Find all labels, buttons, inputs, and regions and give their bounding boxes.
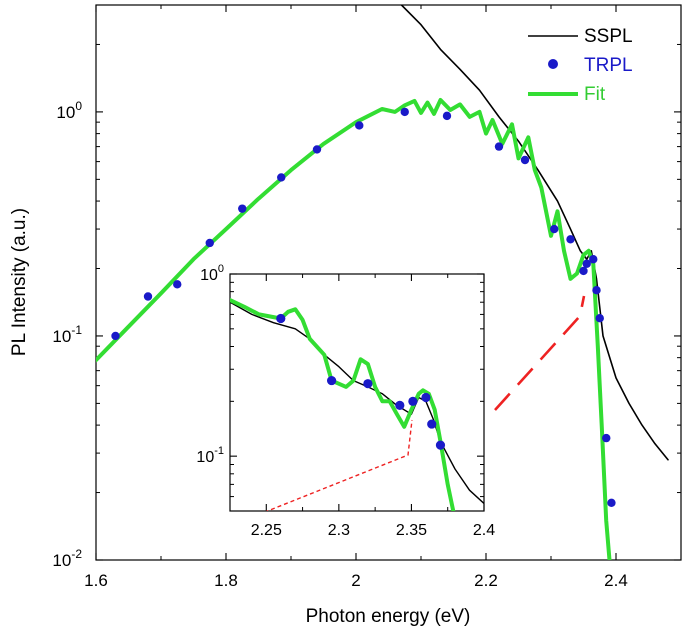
inset-guide-line <box>265 419 413 511</box>
main-trpl-point <box>111 331 120 341</box>
main-guide-line <box>494 295 586 411</box>
main-trpl-point <box>550 224 559 234</box>
inset-trpl-point <box>408 396 418 406</box>
inset-trpl-point <box>421 392 431 403</box>
main-trpl-point <box>582 259 591 268</box>
main-trpl-point <box>205 238 214 248</box>
x-axis-title: Photon energy (eV) <box>306 606 471 627</box>
main-trpl-point <box>355 121 364 130</box>
main-x-tick-label: 2 <box>351 571 360 590</box>
legend-trpl-label: TRPL <box>584 55 633 76</box>
main-trpl-point <box>312 145 322 154</box>
main-trpl-point <box>143 292 153 301</box>
legend: SSPL TRPL Fit <box>528 26 633 105</box>
main-trpl-point <box>607 498 616 508</box>
inset-x-tick-label: 2.3 <box>328 522 350 539</box>
inset-plot-frame <box>229 273 485 512</box>
inset-y-tick-label: 100 <box>200 263 224 284</box>
main-trpl-point <box>589 255 598 264</box>
inset-trpl-point <box>363 379 373 389</box>
main-trpl-point <box>442 111 452 121</box>
main-plot-frame <box>95 4 682 561</box>
main-trpl-point <box>238 204 247 213</box>
legend-fit-label: Fit <box>584 84 606 105</box>
inset-trpl-point <box>435 440 446 450</box>
main-y-tick-label: 10-1 <box>52 323 82 346</box>
legend-sspl-label: SSPL <box>584 26 633 47</box>
main-series <box>96 5 669 560</box>
main-trpl-point <box>592 286 601 295</box>
main-trpl-point <box>494 142 504 151</box>
inset-x-tick-label: 2.4 <box>473 522 495 539</box>
main-trpl-point <box>579 266 588 276</box>
main-trpl-point <box>173 280 182 289</box>
main-trpl-point <box>277 173 286 182</box>
main-trpl-point <box>595 314 604 323</box>
inset-trpl-point <box>427 419 437 429</box>
main-trpl-point <box>400 107 409 117</box>
main-sspl-line <box>400 5 669 461</box>
main-x-tick-label: 1.8 <box>214 571 238 590</box>
main-x-tick-label: 2.4 <box>604 571 628 590</box>
inset-fit-line <box>230 298 456 511</box>
legend-trpl-marker <box>548 59 558 69</box>
main-x-tick-label: 1.6 <box>84 571 108 590</box>
main-trpl-point <box>520 155 530 165</box>
main-y-tick-label: 10-2 <box>52 547 82 570</box>
inset-trpl-point <box>395 400 405 410</box>
inset-y-tick-label: 10-1 <box>196 445 224 466</box>
y-axis-title: PL Intensity (a.u.) <box>9 208 30 356</box>
main-trpl-point <box>566 235 575 244</box>
inset-axis-ticks: 2.25 2.3 2.35 2.4 100 10-1 <box>196 263 495 539</box>
main-y-tick-label: 100 <box>56 99 82 122</box>
inset-trpl-point <box>276 313 286 324</box>
main-trpl-point <box>602 433 611 443</box>
main-axis-ticks: 1.6 1.8 2 2.2 2.4 100 10-1 10-2 <box>52 4 681 590</box>
inset-x-tick-label: 2.25 <box>251 522 282 539</box>
inset-series <box>230 298 484 511</box>
inset-x-tick-label: 2.35 <box>396 522 427 539</box>
main-x-tick-label: 2.2 <box>474 571 498 590</box>
inset-trpl-point <box>327 375 337 386</box>
main-fit-line <box>96 98 612 560</box>
